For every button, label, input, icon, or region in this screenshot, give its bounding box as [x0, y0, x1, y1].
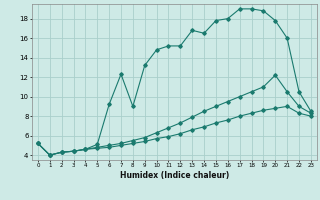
X-axis label: Humidex (Indice chaleur): Humidex (Indice chaleur) [120, 171, 229, 180]
